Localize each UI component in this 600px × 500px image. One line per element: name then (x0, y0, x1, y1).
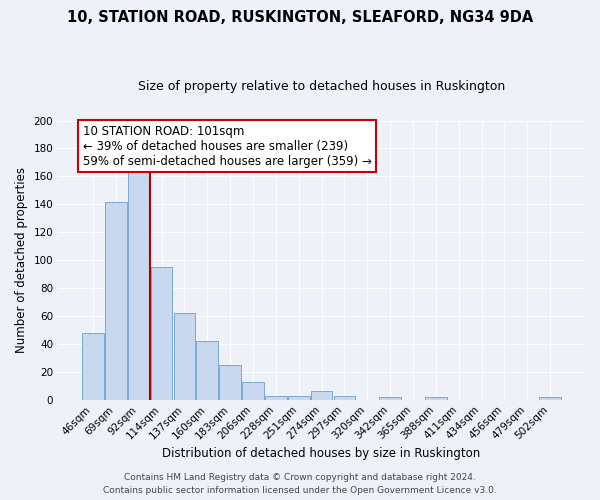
Bar (151, 267, 172, 400)
Bar (196, 341, 218, 400)
Bar (105, 202, 127, 400)
Title: Size of property relative to detached houses in Ruskington: Size of property relative to detached ho… (138, 80, 505, 93)
X-axis label: Distribution of detached houses by size in Ruskington: Distribution of detached houses by size … (163, 447, 481, 460)
Bar (379, 397, 401, 400)
Bar (425, 397, 447, 400)
Bar (265, 396, 287, 400)
Bar (288, 396, 310, 400)
Bar (173, 313, 195, 400)
Bar (311, 392, 332, 400)
Y-axis label: Number of detached properties: Number of detached properties (15, 167, 28, 353)
Text: 10, STATION ROAD, RUSKINGTON, SLEAFORD, NG34 9DA: 10, STATION ROAD, RUSKINGTON, SLEAFORD, … (67, 10, 533, 25)
Bar (219, 365, 241, 400)
Bar (82, 332, 104, 400)
Bar (128, 172, 149, 400)
Bar (242, 382, 264, 400)
Text: 10 STATION ROAD: 101sqm
← 39% of detached houses are smaller (239)
59% of semi-d: 10 STATION ROAD: 101sqm ← 39% of detache… (83, 124, 371, 168)
Bar (334, 396, 355, 400)
Text: Contains HM Land Registry data © Crown copyright and database right 2024.
Contai: Contains HM Land Registry data © Crown c… (103, 474, 497, 495)
Bar (539, 397, 561, 400)
